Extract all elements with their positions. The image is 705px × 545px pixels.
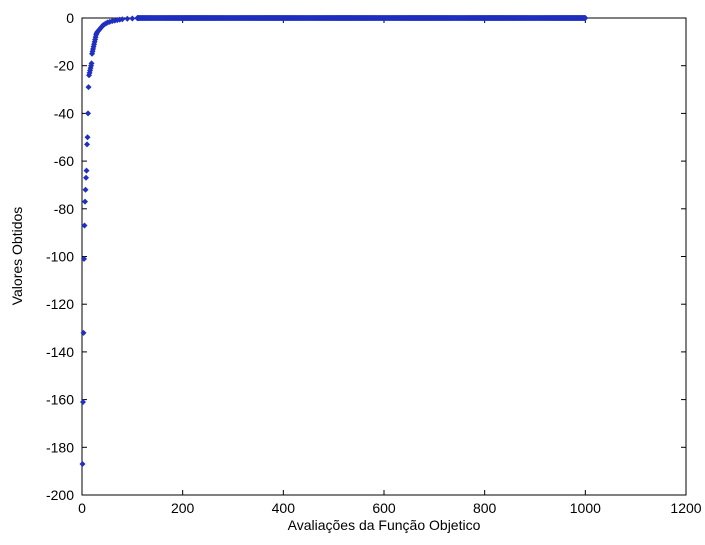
data-point	[80, 398, 87, 405]
data-point	[124, 15, 131, 22]
y-tick-label: -40	[54, 105, 74, 121]
data-point	[81, 255, 88, 262]
data-point	[84, 141, 91, 148]
y-tick-label: -140	[46, 344, 74, 360]
y-tick-label: -200	[46, 487, 74, 503]
x-tick-label: 400	[272, 500, 296, 516]
data-point	[85, 110, 92, 117]
tick-labels: 0 200 400 600 800 1000 1200 0 -20 -40 -60 -80 -100 -1…	[46, 10, 702, 516]
data-point	[88, 60, 95, 67]
x-tick-label: 800	[473, 500, 497, 516]
x-tick-label: 1000	[570, 500, 601, 516]
data-point	[119, 16, 126, 23]
data-point	[582, 15, 589, 21]
y-tick-label: -120	[46, 296, 74, 312]
data-point	[83, 174, 90, 181]
x-tick-label: 0	[78, 500, 86, 516]
data-point	[82, 198, 89, 205]
y-tick-label: -60	[54, 153, 74, 169]
plot-area	[81, 17, 687, 496]
y-tick-label: -180	[46, 439, 74, 455]
x-tick-label: 600	[372, 500, 396, 516]
y-tick-label: -80	[54, 201, 74, 217]
y-tick-label: -20	[54, 58, 74, 74]
y-tick-label: -100	[46, 249, 74, 265]
y-tick-label: -160	[46, 392, 74, 408]
data-point	[83, 167, 90, 174]
data-point	[81, 222, 88, 229]
x-tick-label: 1200	[670, 500, 701, 516]
x-tick-label: 200	[171, 500, 195, 516]
data-point	[82, 186, 89, 193]
x-axis-label: Avaliações da Função Objetico	[288, 517, 481, 533]
data-point	[80, 329, 87, 336]
data-point	[85, 84, 92, 91]
data-points	[79, 15, 589, 467]
data-point	[84, 134, 91, 141]
data-point	[129, 15, 136, 22]
y-axis-label: Valores Obtidos	[9, 207, 25, 306]
y-tick-label: 0	[66, 10, 74, 26]
data-point	[79, 460, 86, 467]
